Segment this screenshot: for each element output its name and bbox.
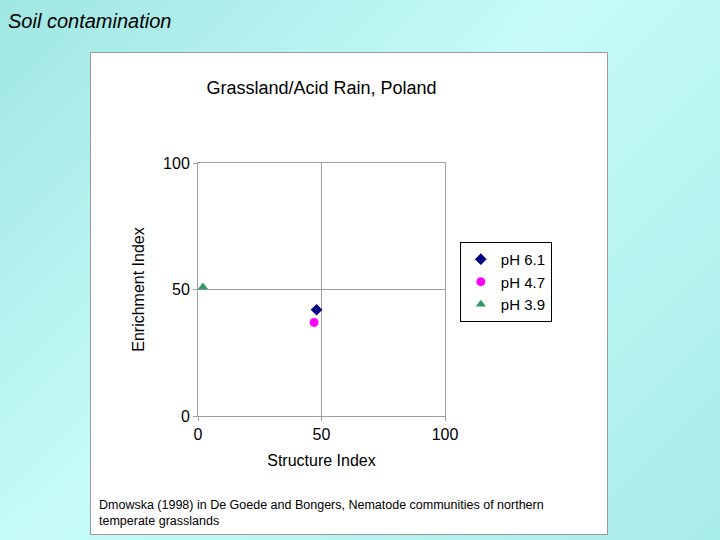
svg-text:50: 50 [172,281,190,298]
svg-text:0: 0 [181,408,190,425]
svg-text:pH 3.9: pH 3.9 [501,296,545,313]
svg-text:0: 0 [194,426,203,443]
html-text:Dmowska (1998) in De Goede and: Dmowska (1998) in De Goede and Bongers, … [99,498,544,528]
svg-text:50: 50 [313,426,331,443]
svg-text:100: 100 [163,155,190,172]
svg-text:pH 4.7: pH 4.7 [501,274,545,291]
svg-text:100: 100 [432,426,459,443]
svg-text:Structure Index: Structure Index [267,452,376,469]
svg-text:Grassland/Acid Rain, Poland: Grassland/Acid Rain, Poland [206,78,436,98]
svg-text:pH 6.1: pH 6.1 [501,251,545,268]
html-text:Soil contamination: Soil contamination [8,10,172,32]
svg-text:Enrichment Index: Enrichment Index [130,227,147,352]
